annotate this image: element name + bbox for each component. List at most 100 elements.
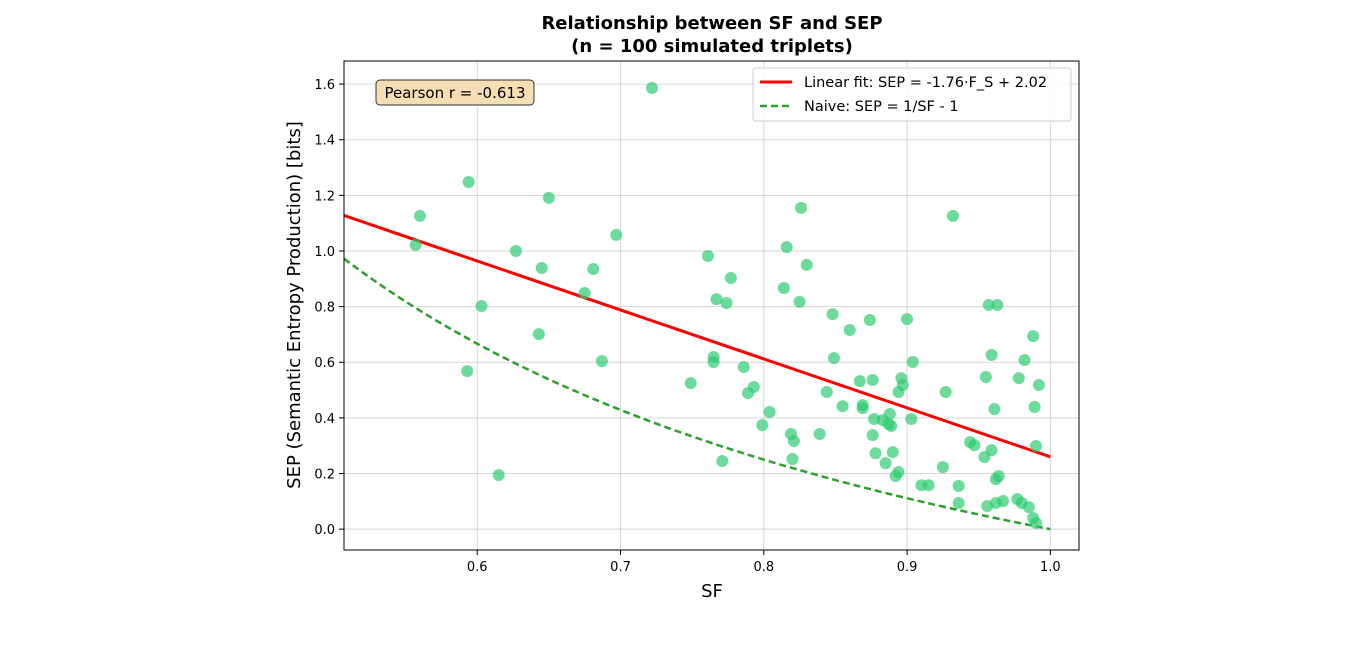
data-point (462, 175, 475, 188)
pearson-annotation: Pearson r = -0.613 (375, 79, 535, 106)
linear-fit-line (343, 214, 1051, 459)
data-point (922, 479, 935, 492)
x-axis-label: SF (701, 581, 723, 602)
grid (344, 61, 1079, 550)
data-point (475, 300, 488, 313)
data-point (939, 386, 952, 399)
data-point (985, 444, 998, 457)
data-point (892, 466, 905, 479)
data-point (595, 355, 608, 368)
y-tick-label: 1.0 (314, 245, 335, 260)
data-point (646, 81, 659, 94)
data-point (800, 258, 813, 271)
data-point (701, 249, 714, 262)
data-point (786, 453, 799, 466)
data-point (826, 308, 839, 321)
x-tick-label: 0.6 (467, 560, 488, 575)
data-point (756, 419, 769, 432)
chart-subtitle: (n = 100 simulated triplets) (571, 36, 853, 57)
data-point (1012, 372, 1025, 385)
data-point (720, 296, 733, 309)
data-point (610, 228, 623, 241)
data-point (1032, 379, 1045, 392)
y-tick-label: 0.8 (314, 301, 335, 316)
data-point (886, 446, 899, 459)
x-tick-label: 0.8 (753, 560, 774, 575)
data-point (413, 209, 426, 222)
data-point (866, 374, 879, 387)
naive-curve (343, 257, 1051, 531)
data-point (968, 439, 981, 452)
data-point (684, 377, 697, 390)
data-point (763, 406, 776, 419)
data-point (1030, 439, 1043, 452)
data-point (883, 407, 896, 420)
data-point (716, 454, 729, 467)
y-tick-label: 1.2 (314, 189, 335, 204)
y-axis-label: SEP (Semantic Entropy Production) [bits] (284, 121, 305, 489)
data-point (747, 381, 760, 393)
legend: Linear fit: SEP = -1.76·F_S + 2.02 Naive… (752, 67, 1072, 122)
data-point (985, 349, 998, 362)
fit-lines (343, 214, 1051, 531)
data-point (997, 495, 1010, 508)
y-tick-label: 0.0 (314, 523, 335, 538)
data-point (587, 263, 600, 276)
data-point (856, 402, 869, 415)
data-point (1018, 354, 1031, 367)
y-tick-label: 0.2 (314, 468, 335, 483)
y-tick-label: 0.6 (314, 356, 335, 371)
pearson-annotation-text: Pearson r = -0.613 (385, 84, 526, 102)
data-point (946, 209, 959, 222)
x-tick-label: 1.0 (1040, 560, 1061, 575)
data-point (1030, 517, 1043, 530)
data-point (793, 295, 806, 308)
data-point (737, 360, 750, 373)
data-point (409, 238, 422, 251)
data-point (991, 298, 1004, 311)
data-point (905, 412, 918, 425)
data-point (885, 419, 898, 432)
legend-naive-label: Naive: SEP = 1/SF - 1 (804, 99, 959, 115)
legend-fit-label: Linear fit: SEP = -1.76·F_S + 2.02 (804, 75, 1047, 91)
x-axis-ticks: 0.6 0.7 0.8 0.9 1.0 (467, 550, 1061, 575)
data-point (813, 428, 826, 441)
data-point (780, 241, 793, 254)
y-tick-label: 0.4 (314, 412, 335, 427)
x-tick-label: 0.7 (610, 560, 631, 575)
data-point (535, 261, 548, 274)
data-point (843, 323, 856, 336)
scatter-points (409, 81, 1045, 530)
data-point (828, 352, 840, 365)
data-point (787, 434, 800, 447)
data-point (461, 365, 474, 378)
data-point (578, 286, 591, 299)
data-point (952, 496, 965, 509)
y-tick-label: 1.6 (314, 78, 335, 93)
data-point (863, 313, 876, 326)
data-point (906, 355, 919, 368)
data-point (988, 402, 1001, 415)
data-point (724, 271, 737, 284)
data-point (836, 400, 849, 413)
plot-frame (343, 60, 1080, 551)
data-point (869, 447, 882, 460)
y-axis-ticks: 0.0 0.2 0.4 0.6 0.8 1.0 1.2 1.4 1.6 (314, 78, 344, 538)
data-point (710, 293, 723, 306)
data-point (1027, 330, 1040, 343)
data-point (795, 201, 808, 214)
data-point (542, 191, 555, 204)
chart-title: Relationship between SF and SEP (541, 13, 882, 34)
data-point (992, 470, 1005, 483)
y-tick-label: 1.4 (314, 134, 335, 149)
data-point (1022, 501, 1035, 514)
data-point (509, 244, 522, 257)
data-point (936, 461, 949, 474)
data-point (820, 386, 833, 399)
data-point (532, 328, 545, 341)
x-tick-label: 0.9 (897, 560, 918, 575)
data-point (853, 375, 866, 388)
data-point (901, 313, 914, 326)
data-point (777, 281, 790, 294)
